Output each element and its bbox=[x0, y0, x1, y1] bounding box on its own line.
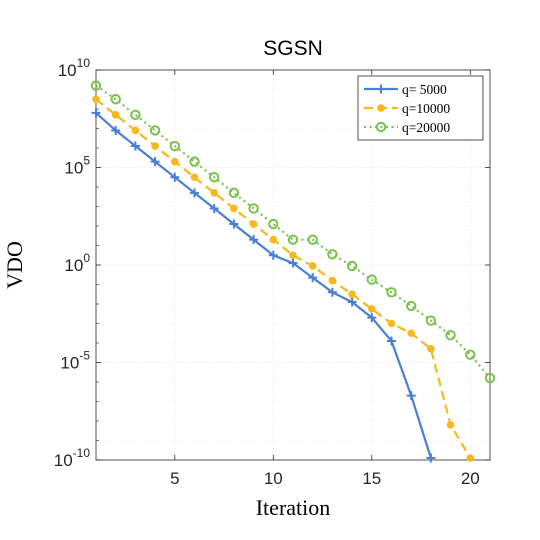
data-point bbox=[377, 104, 385, 112]
data-point bbox=[445, 330, 456, 341]
y-tick-label: 105 bbox=[64, 154, 90, 178]
data-point bbox=[189, 156, 200, 167]
y-axis-label: VDO bbox=[2, 241, 27, 289]
data-point bbox=[170, 172, 180, 182]
y-tick-label: 100 bbox=[64, 251, 90, 275]
data-point bbox=[327, 287, 337, 297]
data-point bbox=[209, 203, 219, 213]
data-point bbox=[209, 172, 220, 183]
x-axis-label: Iteration bbox=[256, 495, 331, 520]
data-point bbox=[130, 141, 140, 151]
data-point bbox=[406, 300, 417, 312]
data-point bbox=[228, 187, 240, 199]
data-point bbox=[90, 80, 102, 91]
data-point bbox=[91, 108, 101, 118]
data-point bbox=[288, 258, 298, 268]
y-tick-label: 1010 bbox=[58, 56, 91, 80]
legend-label: q= 5000 bbox=[402, 82, 447, 97]
data-point bbox=[171, 157, 179, 166]
series-2 bbox=[92, 95, 475, 462]
data-point bbox=[111, 125, 121, 135]
data-point bbox=[387, 319, 396, 328]
data-point bbox=[229, 219, 239, 229]
x-tick-label: 20 bbox=[461, 469, 480, 488]
data-point bbox=[366, 274, 377, 285]
x-tick-label: 5 bbox=[170, 469, 179, 488]
series-line bbox=[95, 98, 472, 459]
data-point bbox=[375, 121, 387, 133]
y-tick-label: 10-10 bbox=[54, 446, 91, 470]
data-point bbox=[484, 372, 496, 384]
data-point bbox=[307, 234, 318, 245]
data-point bbox=[427, 345, 435, 353]
legend-label: q=20000 bbox=[402, 120, 450, 135]
data-point bbox=[348, 290, 356, 299]
data-point bbox=[289, 251, 297, 260]
data-point bbox=[169, 140, 181, 152]
data-point bbox=[308, 273, 318, 283]
legend-label: q=10000 bbox=[402, 101, 450, 116]
data-point bbox=[426, 453, 436, 463]
data-point bbox=[190, 173, 199, 182]
data-point bbox=[346, 260, 358, 272]
data-point bbox=[151, 142, 159, 150]
data-point bbox=[466, 454, 475, 462]
data-point bbox=[130, 109, 141, 121]
data-point bbox=[406, 391, 416, 401]
data-point bbox=[386, 287, 397, 298]
data-point bbox=[376, 84, 386, 94]
data-point bbox=[327, 249, 338, 260]
data-point bbox=[249, 220, 258, 228]
data-point bbox=[446, 421, 455, 429]
data-point bbox=[190, 188, 199, 198]
data-point bbox=[308, 262, 317, 270]
data-point bbox=[347, 297, 357, 307]
series-1 bbox=[91, 108, 436, 463]
data-point bbox=[92, 95, 100, 104]
data-point bbox=[328, 276, 337, 285]
data-point bbox=[248, 203, 259, 214]
data-point bbox=[268, 218, 279, 230]
data-point bbox=[230, 204, 238, 213]
data-point bbox=[150, 157, 160, 167]
data-point bbox=[110, 94, 121, 105]
data-point bbox=[249, 235, 259, 245]
legend: q= 5000 q=10000 q=20000 bbox=[357, 75, 484, 141]
data-point bbox=[210, 189, 218, 197]
data-point bbox=[269, 235, 278, 244]
data-point bbox=[111, 111, 120, 119]
data-point bbox=[268, 250, 278, 260]
x-tick-label: 15 bbox=[362, 469, 381, 488]
series-line bbox=[95, 112, 432, 459]
series-layer bbox=[90, 80, 496, 463]
data-point bbox=[287, 234, 299, 245]
data-point bbox=[425, 315, 437, 326]
axis-ticks: 5 10 15 20 1010 105 100 10-5 10-10 bbox=[54, 56, 490, 488]
series-line bbox=[95, 84, 491, 379]
data-point bbox=[367, 313, 377, 323]
data-point bbox=[131, 126, 140, 135]
y-tick-label: 10-5 bbox=[60, 349, 90, 373]
data-point bbox=[149, 125, 161, 136]
data-point bbox=[407, 329, 416, 338]
data-point bbox=[368, 305, 376, 313]
x-tick-label: 10 bbox=[264, 469, 283, 488]
data-point bbox=[465, 349, 476, 360]
grid bbox=[96, 70, 490, 460]
series-3 bbox=[90, 80, 496, 384]
chart-title: SGSN bbox=[263, 37, 323, 60]
data-point bbox=[387, 336, 396, 346]
